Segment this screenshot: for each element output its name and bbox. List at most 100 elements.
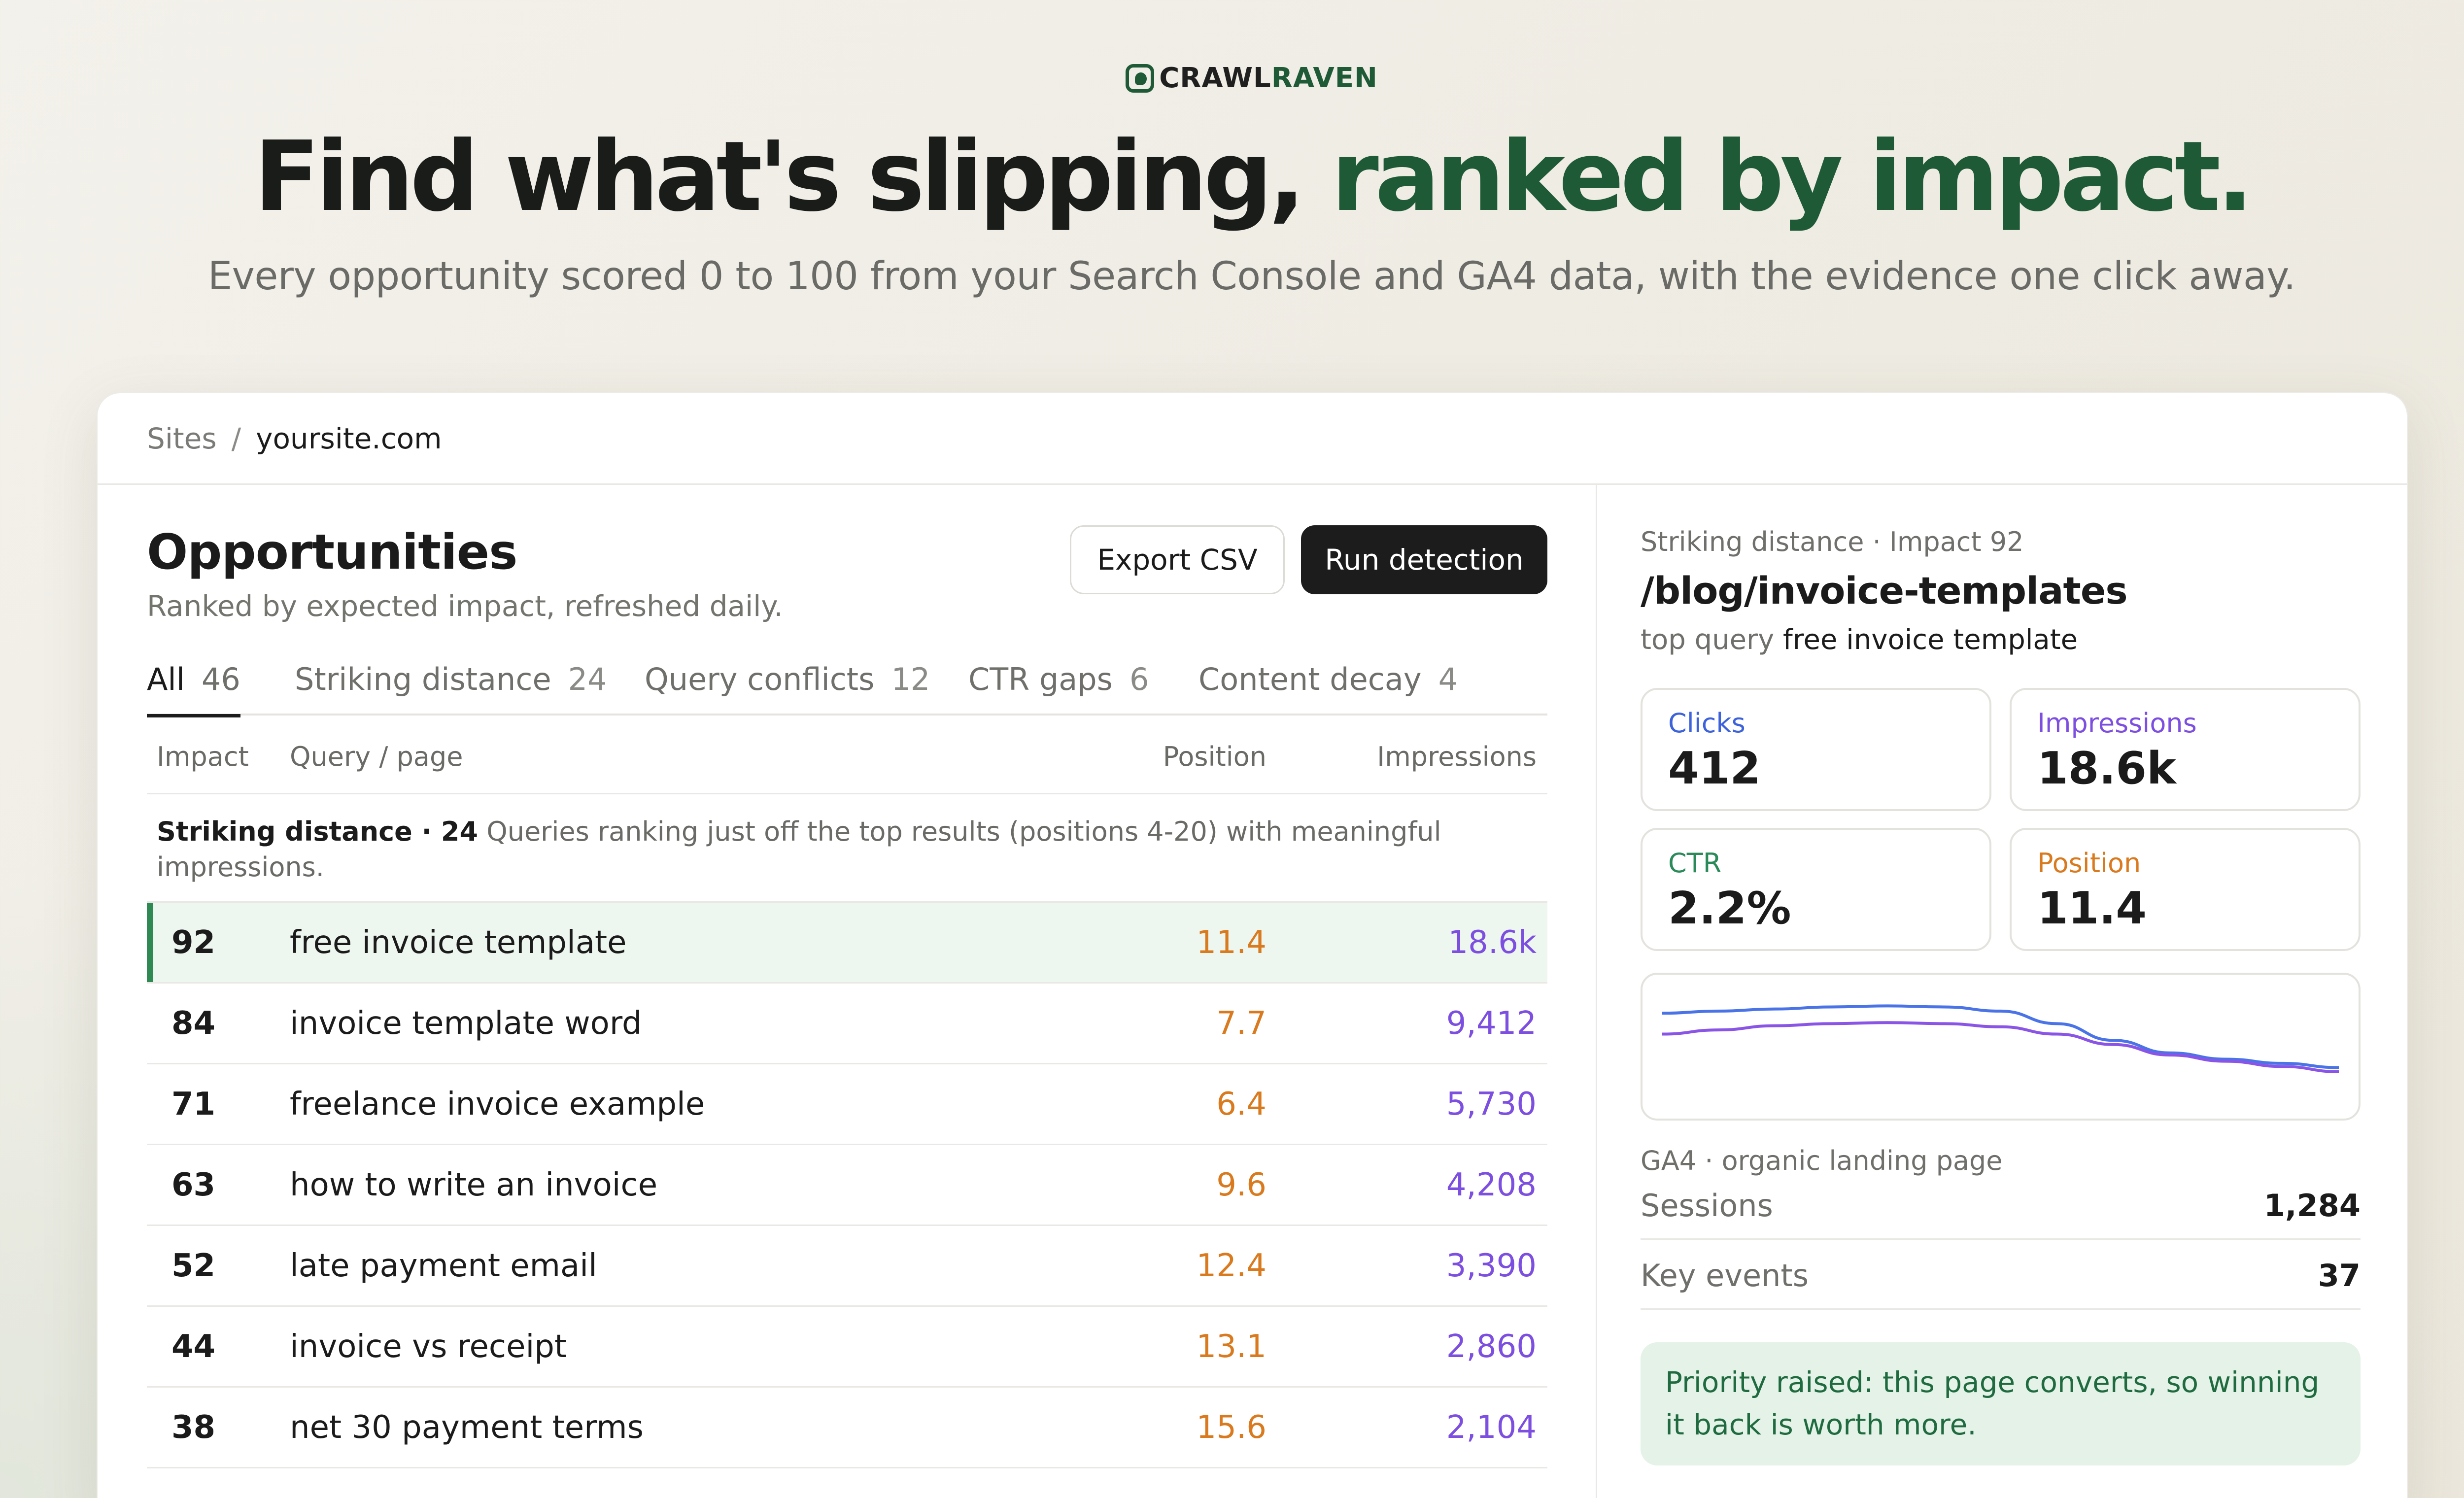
column-impact[interactable]: Impact (157, 741, 249, 772)
position-value: 12.4 (1196, 1248, 1267, 1284)
breadcrumb-sites-link[interactable]: Sites (147, 421, 217, 455)
impact-score: 84 (171, 1005, 216, 1042)
group-description: Queries ranking just off the top results… (157, 816, 1441, 883)
tab-content-decay[interactable]: Content decay 4 (1198, 661, 1458, 697)
position-value: 13.1 (1196, 1328, 1267, 1365)
query-text: freelance invoice example (290, 1086, 705, 1123)
stat-card-ctr: CTR 2.2% (1641, 828, 1991, 951)
detail-top-query: top query free invoice template (1641, 624, 2078, 656)
hero-title: Find what's slipping, ranked by impact. (254, 121, 2254, 233)
impact-score: 63 (171, 1167, 216, 1203)
table-row[interactable]: 84 invoice template word 7.7 9,412 (147, 984, 1547, 1064)
impact-score: 44 (171, 1328, 216, 1365)
stat-card-impressions: Impressions 18.6k (2010, 688, 2361, 811)
position-value: 9.6 (1216, 1167, 1266, 1203)
stat-value: 412 (1668, 743, 1761, 794)
query-text: free invoice template (290, 924, 627, 961)
position-value: 6.4 (1216, 1086, 1266, 1123)
sparkline-series-1 (1662, 1021, 2339, 1073)
group-header: Striking distance · 24 Queries ranking j… (147, 794, 1547, 903)
column-query-page[interactable]: Query / page (290, 741, 463, 772)
impressions-value: 4,208 (1446, 1167, 1537, 1203)
tab-count: 24 (568, 661, 607, 697)
table-row[interactable]: 44 invoice vs receipt 13.1 2,860 (147, 1307, 1547, 1388)
column-impressions[interactable]: Impressions (1377, 741, 1537, 772)
breadcrumb: Sites / yoursite.com (98, 393, 2407, 485)
position-value: 11.4 (1196, 924, 1267, 961)
sparkline-chart (1662, 1004, 2339, 1073)
impact-score: 38 (171, 1409, 216, 1446)
query-text: invoice vs receipt (290, 1328, 567, 1365)
tab-ctr-gaps[interactable]: CTR gaps 6 (968, 661, 1149, 697)
impressions-value: 18.6k (1448, 924, 1537, 961)
priority-note: Priority raised: this page converts, so … (1641, 1342, 2361, 1465)
key-events-value: 37 (2318, 1258, 2361, 1294)
position-value: 7.7 (1216, 1005, 1266, 1042)
hero-title-highlight: ranked by impact. (1331, 121, 2254, 233)
tab-count: 12 (891, 661, 930, 697)
stat-card-clicks: Clicks 412 (1641, 688, 1991, 811)
stat-label: Clicks (1668, 708, 1745, 739)
opportunities-panel: Opportunities Ranked by expected impact,… (98, 485, 1596, 1498)
trend-sparkline (1641, 973, 2361, 1121)
stat-label: Position (2037, 848, 2141, 879)
impressions-value: 5,730 (1446, 1086, 1537, 1123)
hero-subtitle: Every opportunity scored 0 to 100 from y… (207, 254, 2296, 299)
stat-label: CTR (1668, 848, 1722, 879)
page-title: Opportunities (147, 524, 517, 580)
stat-value: 18.6k (2037, 743, 2176, 794)
stat-card-position: Position 11.4 (2010, 828, 2361, 951)
ga4-label: GA4 · organic landing page (1641, 1145, 2003, 1176)
page-subtitle: Ranked by expected impact, refreshed dai… (147, 589, 783, 623)
tab-query-conflicts[interactable]: Query conflicts 12 (645, 661, 930, 697)
tab-striking-distance[interactable]: Striking distance 24 (295, 661, 607, 697)
filter-tabs: All 46 Striking distance 24 Query conflict… (147, 643, 1547, 717)
sparkline-series-0 (1662, 1004, 2339, 1069)
sessions-row: Sessions 1,284 (1641, 1170, 2361, 1240)
opportunity-table: 92 free invoice template 11.4 18.6k 84 invoi… (147, 903, 1547, 1468)
stat-value: 11.4 (2037, 883, 2147, 934)
breadcrumb-separator: / (231, 421, 241, 455)
raven-logo-icon (1126, 64, 1155, 93)
impact-score: 52 (171, 1248, 216, 1284)
sessions-value: 1,284 (2263, 1188, 2361, 1224)
breadcrumb-current-site: yoursite.com (256, 421, 442, 455)
table-row[interactable]: 92 free invoice template 11.4 18.6k (147, 903, 1547, 984)
tab-count: 6 (1129, 661, 1149, 697)
tab-count: 46 (201, 661, 240, 697)
impressions-value: 3,390 (1446, 1248, 1537, 1284)
brand-name: CRAWLRAVEN (1159, 62, 1378, 94)
detail-panel: Striking distance · Impact 92 /blog/invo… (1597, 485, 2407, 1498)
stat-label: Impressions (2037, 708, 2197, 739)
table-header: Impact Query / page Position Impressions (147, 715, 1547, 794)
query-text: how to write an invoice (290, 1167, 658, 1203)
key-events-row: Key events 37 (1641, 1240, 2361, 1310)
table-row[interactable]: 63 how to write an invoice 9.6 4,208 (147, 1145, 1547, 1226)
key-events-label: Key events (1641, 1258, 1809, 1294)
impressions-value: 9,412 (1446, 1005, 1537, 1042)
impressions-value: 2,860 (1446, 1328, 1537, 1365)
query-text: net 30 payment terms (290, 1409, 644, 1446)
impressions-value: 2,104 (1446, 1409, 1537, 1446)
group-name: Striking distance · 24 (157, 816, 479, 847)
impact-score: 71 (171, 1086, 216, 1123)
stat-value: 2.2% (1668, 883, 1791, 934)
sessions-label: Sessions (1641, 1188, 1773, 1224)
query-text: invoice template word (290, 1005, 642, 1042)
column-position[interactable]: Position (1163, 741, 1266, 772)
query-text: late payment email (290, 1248, 597, 1284)
run-detection-button[interactable]: Run detection (1301, 525, 1547, 594)
detail-page-path[interactable]: /blog/invoice-templates (1641, 569, 2128, 613)
panel-divider (1596, 485, 1597, 1498)
table-row[interactable]: 52 late payment email 12.4 3,390 (147, 1226, 1547, 1307)
app-window: Sites / yoursite.com Opportunities Ranke… (97, 392, 2408, 1498)
detail-kicker: Striking distance · Impact 92 (1641, 526, 2024, 557)
tab-count: 4 (1438, 661, 1458, 697)
brand-logo: CRAWLRAVEN (0, 62, 2464, 94)
table-row[interactable]: 71 freelance invoice example 6.4 5,730 (147, 1064, 1547, 1145)
tab-all[interactable]: All 46 (147, 643, 240, 717)
impact-score: 92 (171, 924, 216, 961)
table-row[interactable]: 38 net 30 payment terms 15.6 2,104 (147, 1388, 1547, 1468)
export-csv-button[interactable]: Export CSV (1070, 525, 1285, 594)
position-value: 15.6 (1196, 1409, 1267, 1446)
